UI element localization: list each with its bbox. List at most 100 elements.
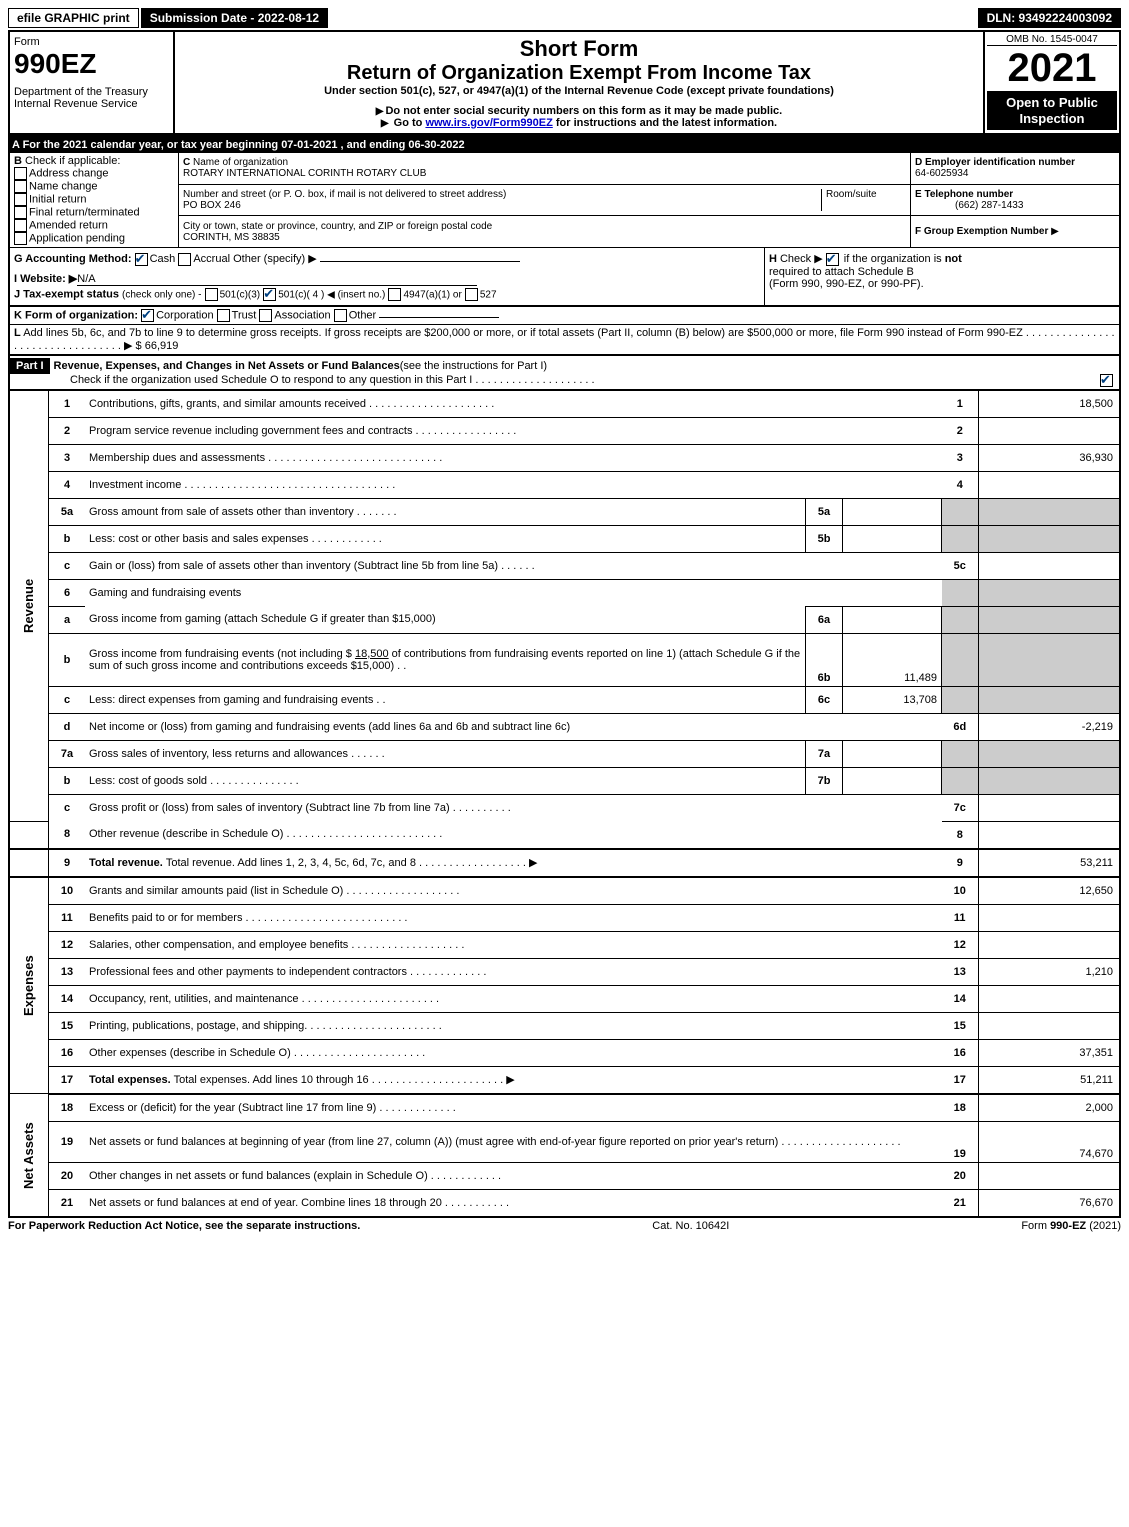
l-text: Add lines 5b, 6c, and 7b to line 9 to de… <box>14 327 1115 352</box>
ln-7a: 7a <box>49 740 86 767</box>
527-check[interactable] <box>465 288 478 301</box>
submission-date: Submission Date - 2022-08-12 <box>141 8 328 28</box>
ln-5b: b <box>49 525 86 552</box>
ln-4: 4 <box>49 471 86 498</box>
ln-6a: a <box>49 606 86 633</box>
d-16: Other expenses (describe in Schedule O) … <box>85 1039 942 1066</box>
amended-check[interactable] <box>14 219 27 232</box>
c-6d: 6d <box>942 713 979 740</box>
v-8 <box>979 821 1121 849</box>
d-12: Salaries, other compensation, and employ… <box>85 931 942 958</box>
ln-17: 17 <box>49 1066 86 1094</box>
goto-post: for instructions and the latest informat… <box>553 117 777 129</box>
d-4: Investment income . . . . . . . . . . . … <box>85 471 942 498</box>
c-11: 11 <box>942 904 979 931</box>
l-line: L Add lines 5b, 6c, and 7b to line 9 to … <box>8 325 1121 354</box>
c-3: 3 <box>942 444 979 471</box>
k-corp: Corporation <box>156 309 213 321</box>
d-5a: Gross amount from sale of assets other t… <box>85 498 806 525</box>
e-label: E Telephone number <box>915 189 1013 200</box>
street-label: Number and street (or P. O. box, if mail… <box>183 189 506 200</box>
dln: DLN: 93492224003092 <box>978 8 1121 28</box>
v-6d: -2,219 <box>979 713 1121 740</box>
d-7b: Less: cost of goods sold . . . . . . . .… <box>85 767 806 794</box>
short-form-title: Short Form <box>179 36 979 62</box>
trust-check[interactable] <box>217 309 230 322</box>
other-specify-field[interactable] <box>320 261 520 262</box>
4947-check[interactable] <box>388 288 401 301</box>
d-3: Membership dues and assessments . . . . … <box>85 444 942 471</box>
v-10: 12,650 <box>979 877 1121 905</box>
h-text2: if the organization is <box>841 253 945 265</box>
ln-1: 1 <box>49 390 86 417</box>
c-label: C <box>183 157 190 168</box>
item-4: Amended return <box>29 219 108 231</box>
ln-6d: d <box>49 713 86 740</box>
ln-21: 21 <box>49 1189 86 1217</box>
part1-heading: Revenue, Expenses, and Changes in Net As… <box>54 360 400 372</box>
c-20: 20 <box>942 1162 979 1189</box>
v-18: 2,000 <box>979 1094 1121 1122</box>
corp-check[interactable] <box>141 309 154 322</box>
ln-6: 6 <box>49 579 86 606</box>
v-20 <box>979 1162 1121 1189</box>
other-specify: Other (specify) ▶ <box>233 253 317 265</box>
d-1: Contributions, gifts, grants, and simila… <box>85 390 942 417</box>
irs: Internal Revenue Service <box>14 98 169 110</box>
501c-check[interactable] <box>263 288 276 301</box>
v-16: 37,351 <box>979 1039 1121 1066</box>
c-19: 19 <box>942 1121 979 1162</box>
v-4 <box>979 471 1121 498</box>
check-if: Check if applicable: <box>25 155 120 167</box>
bn-6a: 6a <box>806 606 843 633</box>
c-14: 14 <box>942 985 979 1012</box>
c-9: 9 <box>942 849 979 877</box>
app-pending-check[interactable] <box>14 232 27 245</box>
c-13: 13 <box>942 958 979 985</box>
h-text1: Check ▶ <box>780 253 826 265</box>
d-6: Gaming and fundraising events <box>85 579 942 606</box>
name-change-check[interactable] <box>14 180 27 193</box>
tax-year: 2021 <box>987 46 1117 91</box>
initial-return-check[interactable] <box>14 193 27 206</box>
v-15 <box>979 1012 1121 1039</box>
c-16: 16 <box>942 1039 979 1066</box>
k-line: K Form of organization: Corporation Trus… <box>8 307 1121 325</box>
ln-7c: c <box>49 794 86 821</box>
final-return-check[interactable] <box>14 206 27 219</box>
d-6a: Gross income from gaming (attach Schedul… <box>85 606 806 633</box>
ln-15: 15 <box>49 1012 86 1039</box>
bn-7b: 7b <box>806 767 843 794</box>
cash-check[interactable] <box>135 253 148 266</box>
addr-change-check[interactable] <box>14 167 27 180</box>
form-word: Form <box>14 36 169 48</box>
part1-schedo-check[interactable] <box>1100 374 1113 387</box>
part1-sub: (see the instructions for Part I) <box>400 360 547 372</box>
revenue-label: Revenue <box>9 390 49 821</box>
do-not-enter: Do not enter social security numbers on … <box>385 105 782 117</box>
assoc-check[interactable] <box>259 309 272 322</box>
h-check[interactable] <box>826 253 839 266</box>
j-opt3: 4947(a)(1) or <box>403 289 461 300</box>
g-label: G Accounting Method: <box>14 253 132 265</box>
501c3-check[interactable] <box>205 288 218 301</box>
efile-link[interactable]: efile GRAPHIC print <box>8 8 139 28</box>
accrual-check[interactable] <box>178 253 191 266</box>
form990ez-link[interactable]: www.irs.gov/Form990EZ <box>425 117 552 129</box>
part1-check-text: Check if the organization used Schedule … <box>70 374 595 386</box>
c-10: 10 <box>942 877 979 905</box>
d-20: Other changes in net assets or fund bala… <box>85 1162 942 1189</box>
c-8: 8 <box>942 821 979 849</box>
other-check[interactable] <box>334 309 347 322</box>
v-13: 1,210 <box>979 958 1121 985</box>
c-18: 18 <box>942 1094 979 1122</box>
j-opt2: 501(c)( 4 ) ◀ (insert no.) <box>278 289 385 300</box>
line-a: A For the 2021 calendar year, or tax yea… <box>8 135 1121 153</box>
bv-6b: 11,489 <box>843 633 942 686</box>
c-17: 17 <box>942 1066 979 1094</box>
g-h-block: G Accounting Method: Cash Accrual Other … <box>8 247 1121 307</box>
cash: Cash <box>150 253 176 265</box>
k-other-field[interactable] <box>379 317 499 318</box>
d-6b1: Gross income from fundraising events (no… <box>89 648 355 660</box>
room-label: Room/suite <box>821 189 906 211</box>
